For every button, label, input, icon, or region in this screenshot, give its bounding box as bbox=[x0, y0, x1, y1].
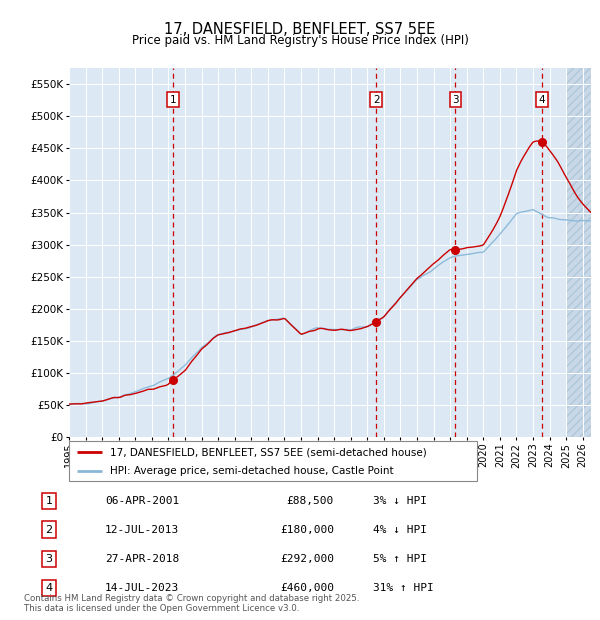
Text: £88,500: £88,500 bbox=[287, 496, 334, 506]
Text: £292,000: £292,000 bbox=[280, 554, 334, 564]
Text: 17, DANESFIELD, BENFLEET, SS7 5EE: 17, DANESFIELD, BENFLEET, SS7 5EE bbox=[164, 22, 436, 37]
Text: 3: 3 bbox=[452, 95, 459, 105]
Text: 31% ↑ HPI: 31% ↑ HPI bbox=[373, 583, 434, 593]
Bar bbox=[566, 68, 591, 437]
Text: 06-APR-2001: 06-APR-2001 bbox=[105, 496, 179, 506]
Text: £460,000: £460,000 bbox=[280, 583, 334, 593]
Text: 27-APR-2018: 27-APR-2018 bbox=[105, 554, 179, 564]
Text: 4: 4 bbox=[46, 583, 53, 593]
Text: HPI: Average price, semi-detached house, Castle Point: HPI: Average price, semi-detached house,… bbox=[110, 466, 394, 476]
Text: £180,000: £180,000 bbox=[280, 525, 334, 534]
Text: Price paid vs. HM Land Registry's House Price Index (HPI): Price paid vs. HM Land Registry's House … bbox=[131, 34, 469, 47]
Bar bbox=[566, 68, 591, 437]
Text: 5% ↑ HPI: 5% ↑ HPI bbox=[373, 554, 427, 564]
Text: 4% ↓ HPI: 4% ↓ HPI bbox=[373, 525, 427, 534]
Text: 1: 1 bbox=[46, 496, 53, 506]
Text: 3% ↓ HPI: 3% ↓ HPI bbox=[373, 496, 427, 506]
Text: 3: 3 bbox=[46, 554, 53, 564]
Text: 2: 2 bbox=[46, 525, 53, 534]
Text: 1: 1 bbox=[170, 95, 176, 105]
Text: Contains HM Land Registry data © Crown copyright and database right 2025.
This d: Contains HM Land Registry data © Crown c… bbox=[23, 593, 359, 613]
Text: 17, DANESFIELD, BENFLEET, SS7 5EE (semi-detached house): 17, DANESFIELD, BENFLEET, SS7 5EE (semi-… bbox=[110, 448, 427, 458]
Text: 4: 4 bbox=[538, 95, 545, 105]
FancyBboxPatch shape bbox=[69, 441, 477, 481]
Text: 2: 2 bbox=[373, 95, 379, 105]
Text: 14-JUL-2023: 14-JUL-2023 bbox=[105, 583, 179, 593]
Text: 12-JUL-2013: 12-JUL-2013 bbox=[105, 525, 179, 534]
